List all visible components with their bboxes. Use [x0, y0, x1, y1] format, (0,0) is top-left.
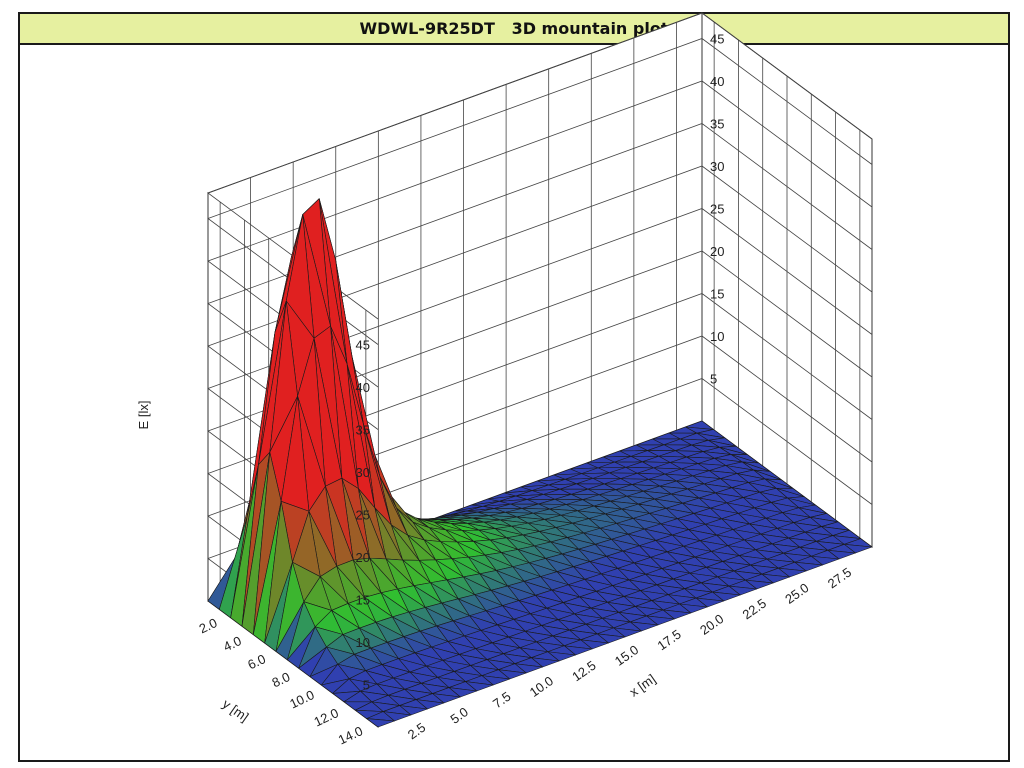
- x-tick-label: 20.0: [697, 611, 726, 638]
- x-tick-label: 22.5: [740, 596, 769, 623]
- x-tick-label: 10.0: [527, 673, 556, 700]
- y-tick-label: 10.0: [287, 687, 316, 711]
- z-tick-label-left: 40: [356, 380, 370, 395]
- z-tick-label-right: 35: [710, 117, 724, 132]
- x-tick-label: 5.0: [447, 704, 470, 727]
- chart-title: WDWL-9R25DT 3D mountain plot: [359, 19, 669, 38]
- z-tick-label-left: 15: [356, 593, 370, 608]
- x-tick-label: 27.5: [825, 564, 854, 591]
- z-tick-label-right: 10: [710, 329, 724, 344]
- z-tick-label-right: 15: [710, 287, 724, 302]
- y-tick-label: 12.0: [312, 705, 341, 729]
- z-tick-label-left: 10: [356, 635, 370, 650]
- z-tick-label-right: 40: [710, 74, 724, 89]
- x-tick-label: 2.5: [405, 720, 428, 743]
- x-tick-label: 25.0: [782, 580, 811, 607]
- y-tick-label: 6.0: [245, 651, 268, 672]
- z-tick-label-left: 25: [356, 508, 370, 523]
- x-axis-label: x [m]: [627, 671, 659, 699]
- surface-mesh: [207, 198, 873, 728]
- x-tick-label: 15.0: [612, 642, 641, 669]
- z-tick-label-right: 45: [710, 32, 724, 47]
- x-tick-label: 12.5: [569, 658, 598, 685]
- z-tick-label-right: 30: [710, 159, 724, 174]
- z-tick-label-left: 35: [356, 423, 370, 438]
- y-tick-label: 14.0: [336, 723, 365, 747]
- z-tick-label-right: 25: [710, 202, 724, 217]
- y-tick-label: 4.0: [221, 633, 244, 654]
- y-tick-label: 2.0: [197, 615, 220, 636]
- y-axis-label: y [m]: [220, 696, 252, 724]
- surface-facet: [366, 718, 395, 728]
- z-tick-label-left: 20: [356, 550, 370, 565]
- z-tick-label-right: 20: [710, 244, 724, 259]
- z-tick-label-right: 5: [710, 372, 717, 387]
- y-tick-label: 8.0: [270, 669, 293, 690]
- title-bar: WDWL-9R25DT 3D mountain plot: [20, 14, 1008, 45]
- z-tick-label-left: 5: [363, 678, 370, 693]
- x-tick-label: 17.5: [654, 627, 683, 654]
- z-tick-label-left: 45: [356, 338, 370, 353]
- z-tick-label-left: 30: [356, 465, 370, 480]
- z-axis-label: E [lx]: [136, 401, 151, 430]
- x-tick-label: 7.5: [490, 689, 513, 712]
- axis-labels: 5 5 10 10 15 15 20 20 25 25 30 30 35 35 40 40 45 45 2.5 5.0…: [136, 32, 854, 748]
